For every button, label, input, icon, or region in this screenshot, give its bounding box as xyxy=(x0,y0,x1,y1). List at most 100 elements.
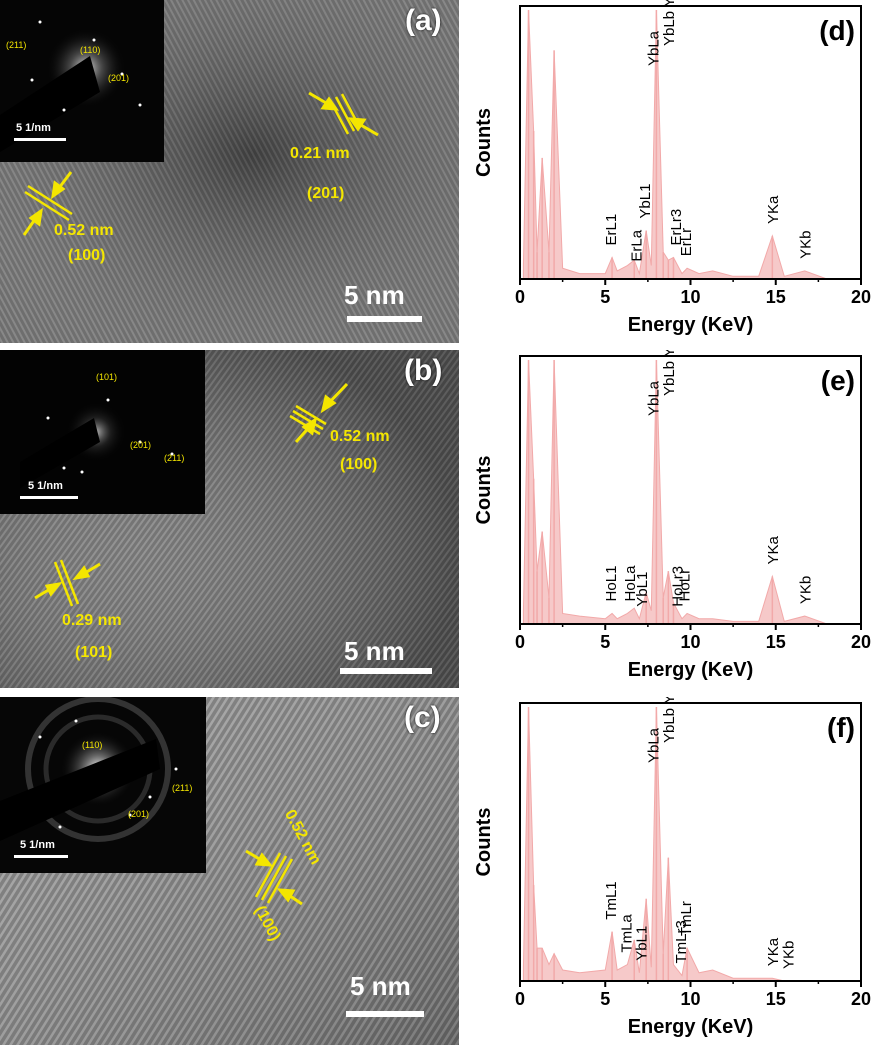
peak-label: HoL1 xyxy=(603,566,620,602)
peak-label: HoLr xyxy=(676,569,693,602)
saed-spot-label: (211) xyxy=(172,783,193,793)
y-axis-label: Counts xyxy=(473,108,495,177)
lattice-spacing-label: 0.21 nm xyxy=(290,145,350,162)
x-tick-label: 20 xyxy=(851,989,871,1009)
peak-label: TmLr3 xyxy=(673,920,690,963)
lattice-plane-label: (100) xyxy=(340,456,378,473)
x-tick-label: 20 xyxy=(851,632,871,652)
saed-spot-label: (110) xyxy=(82,740,103,750)
x-tick-label: 5 xyxy=(600,989,610,1009)
inset-scale-label: 5 1/nm xyxy=(16,122,51,134)
spectrum-area xyxy=(522,706,861,982)
lattice-spacing-label: 0.29 nm xyxy=(62,612,122,629)
inset-scale-bar xyxy=(14,138,66,141)
scale-bar-label: 5 nm xyxy=(350,971,411,1001)
x-axis-label: Energy (KeV) xyxy=(628,659,754,681)
panel-label-c: (c) xyxy=(404,701,441,734)
x-tick-label: 10 xyxy=(680,632,700,652)
peak-label: YKb xyxy=(797,576,814,604)
inset-scale-bar xyxy=(14,855,68,858)
plot-frame xyxy=(519,702,862,982)
lattice-plane-label: (100) xyxy=(68,247,106,264)
diffraction-pattern-c xyxy=(0,697,206,873)
saed-spot-label: (211) xyxy=(164,453,185,463)
peak-label: YKa xyxy=(765,195,782,224)
panel-label-b: (b) xyxy=(404,354,443,387)
peak-label: ErL1 xyxy=(603,214,620,246)
lattice-plane-label: (201) xyxy=(307,185,345,202)
peak-label: ErLr3 xyxy=(668,209,685,246)
peak-label: YbLb YbLb2 xyxy=(661,350,678,396)
peak-label: YbL1 xyxy=(637,184,654,219)
peak-label: YbLa xyxy=(646,30,663,66)
scale-bar xyxy=(347,316,422,322)
saed-spot-label: (101) xyxy=(96,372,118,382)
peak-label: TmL1 xyxy=(603,881,620,919)
peak-label: TmLr xyxy=(678,901,695,936)
saed-inset-b: (101) (201) (211) 5 1/nm xyxy=(0,350,205,514)
x-tick-label: 0 xyxy=(515,632,525,652)
eds-spectrum-d: 0 5 10 15 20 Energy (KeV) Counts (d) ErL1 ErLa YbL… xyxy=(462,0,879,343)
peak-label: YbLb YbLb2 xyxy=(661,0,678,46)
scale-bar-label: 5 nm xyxy=(344,280,405,310)
peak-label: YbLb YbLb2 xyxy=(661,697,678,743)
panel-label-a: (a) xyxy=(405,4,442,37)
x-axis-label: Energy (KeV) xyxy=(628,1016,754,1038)
saed-spot-label: (201) xyxy=(130,440,152,450)
panel-label: (e) xyxy=(821,365,855,396)
scale-bar-label: 5 nm xyxy=(344,636,405,666)
peak-label: HoLr3 xyxy=(670,566,687,607)
saed-spot-label: (110) xyxy=(80,45,101,55)
saed-spot-label: (201) xyxy=(128,809,150,819)
x-axis-label: Energy (KeV) xyxy=(628,314,754,336)
scale-bar xyxy=(346,1011,424,1017)
saed-inset-a: (211) (110) (201) 5 1/nm xyxy=(0,0,164,162)
x-tick-label: 10 xyxy=(680,287,700,307)
tem-image-b: (101) (201) (211) 5 1/nm (b) 0.52 nm (10… xyxy=(0,350,459,688)
x-tick-label: 5 xyxy=(600,287,610,307)
x-tick-label: 15 xyxy=(766,287,786,307)
lattice-spacing-label: 0.52 nm xyxy=(330,428,390,445)
panel-label: (f) xyxy=(827,712,855,743)
eds-spectrum-f: 0 5 10 15 20 Energy (KeV) Counts (f) TmL1 TmLa YbL… xyxy=(462,697,879,1045)
inset-scale-label: 5 1/nm xyxy=(28,480,63,492)
x-tick-label: 10 xyxy=(680,989,700,1009)
x-tick-label: 0 xyxy=(515,287,525,307)
peak-label: TmLa xyxy=(618,914,635,953)
peak-label: YbLa xyxy=(646,727,663,763)
x-tick-label: 15 xyxy=(766,989,786,1009)
diffraction-pattern-b xyxy=(0,350,205,514)
peak-label: YKb xyxy=(780,941,797,969)
y-axis-label: Counts xyxy=(473,456,495,525)
spectrum-area xyxy=(522,359,861,625)
y-axis-label: Counts xyxy=(473,808,495,877)
peak-label: YKa xyxy=(765,937,782,966)
saed-inset-c: (110) (201) (211) 5 1/nm xyxy=(0,697,206,873)
panel-label: (d) xyxy=(819,15,855,46)
lattice-spacing-label: 0.52 nm xyxy=(54,222,114,239)
peak-label: YbL1 xyxy=(634,572,651,607)
peak-label: ErLa xyxy=(629,229,646,261)
x-tick-label: 5 xyxy=(600,632,610,652)
lattice-plane-label: (101) xyxy=(75,644,113,661)
saed-spot-label: (211) xyxy=(6,40,27,50)
peak-label: YKb xyxy=(797,231,814,259)
peak-label: ErLr xyxy=(678,228,695,256)
x-tick-label: 15 xyxy=(766,632,786,652)
peak-label: YbL1 xyxy=(634,926,651,961)
saed-spot-label: (201) xyxy=(108,73,130,83)
inset-scale-label: 5 1/nm xyxy=(20,839,55,851)
peak-label: HoLa xyxy=(622,565,639,602)
tem-image-a: (211) (110) (201) 5 1/nm (a) 0.21 nm (20… xyxy=(0,0,459,343)
eds-spectrum-e: 0 5 10 15 20 Energy (KeV) Counts (e) HoL1 HoLa YbL… xyxy=(462,350,879,688)
inset-scale-bar xyxy=(20,496,78,499)
scale-bar xyxy=(340,668,432,674)
peak-label: YKa xyxy=(765,535,782,564)
eds-chart-d: 0 5 10 15 20 Energy (KeV) Counts (d) ErL1 ErLa YbL… xyxy=(473,0,871,336)
spectrum-area xyxy=(522,9,861,280)
x-tick-label: 0 xyxy=(515,989,525,1009)
diffraction-pattern-a xyxy=(0,0,164,162)
peak-label: YbLa xyxy=(646,380,663,416)
